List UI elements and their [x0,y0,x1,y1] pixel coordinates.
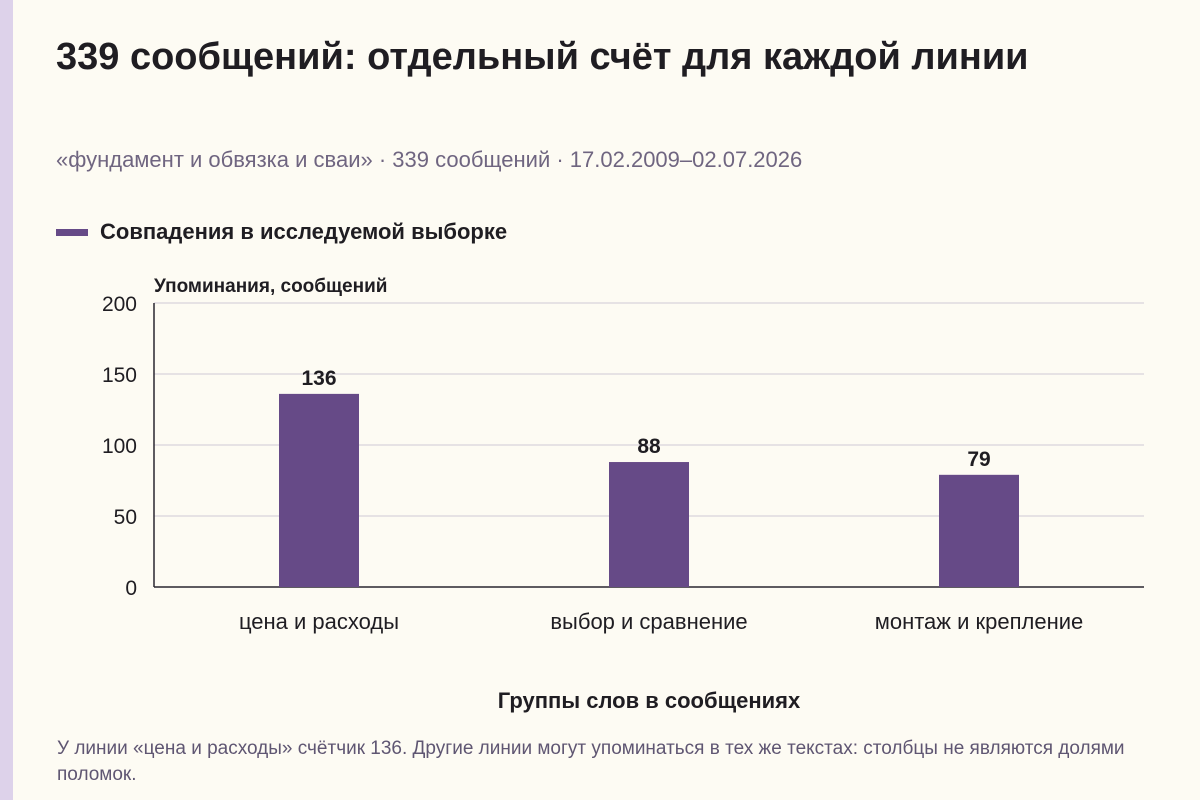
y-tick-label: 100 [102,435,137,458]
y-tick-label: 200 [102,293,137,316]
chart-subtitle: «фундамент и обвязка и сваи» · 339 сообщ… [56,147,803,172]
legend-label: Совпадения в исследуемой выборке [100,219,508,244]
bar-value-label: 79 [967,448,990,471]
chart-legend: Совпадения в исследуемой выборке [56,217,507,247]
legend-swatch [56,228,88,236]
bar [279,393,359,587]
x-tick-label: выбор и сравнение [550,609,747,634]
y-axis-label: Упоминания, сообщений [154,276,387,297]
y-tick-label: 150 [102,364,137,387]
y-tick-label: 0 [125,577,137,600]
bar-value-label: 136 [301,367,336,390]
bar [939,474,1019,587]
x-tick-label: цена и расходы [239,609,399,634]
bar [609,462,689,587]
accent-strip [0,0,13,800]
chart-title: 339 сообщений: отдельный счёт для каждой… [56,36,1029,78]
y-tick-label: 50 [114,506,137,529]
bar-value-label: 88 [637,435,661,458]
x-tick-label: монтаж и крепление [875,609,1084,634]
x-axis-label: Группы слов в сообщениях [498,688,801,713]
chart-footnote: У линии «цена и расходы» счётчик 136. Др… [57,738,1125,785]
